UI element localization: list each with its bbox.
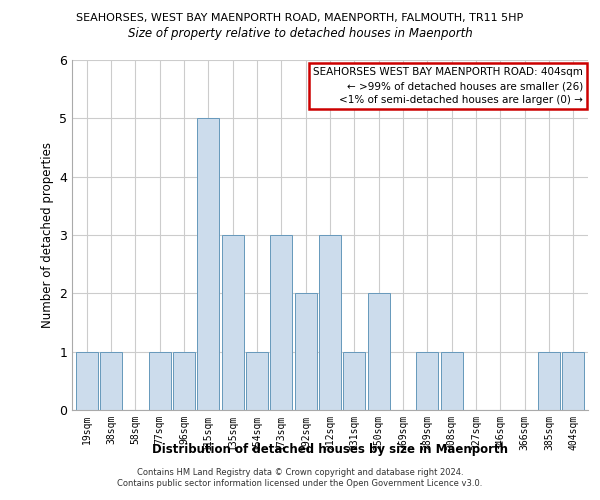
Bar [368, 294, 389, 410]
Bar [197, 118, 219, 410]
Text: Contains HM Land Registry data © Crown copyright and database right 2024.
Contai: Contains HM Land Registry data © Crown c… [118, 468, 482, 487]
Text: Distribution of detached houses by size in Maenporth: Distribution of detached houses by size … [152, 442, 508, 456]
Text: SEAHORSES, WEST BAY MAENPORTH ROAD, MAENPORTH, FALMOUTH, TR11 5HP: SEAHORSES, WEST BAY MAENPORTH ROAD, MAEN… [76, 12, 524, 22]
Bar [319, 235, 341, 410]
Y-axis label: Number of detached properties: Number of detached properties [41, 142, 53, 328]
Bar [100, 352, 122, 410]
Bar [173, 352, 195, 410]
Bar [76, 352, 98, 410]
Text: Size of property relative to detached houses in Maenporth: Size of property relative to detached ho… [128, 28, 472, 40]
Bar [343, 352, 365, 410]
Bar [246, 352, 268, 410]
Text: SEAHORSES WEST BAY MAENPORTH ROAD: 404sqm
← >99% of detached houses are smaller : SEAHORSES WEST BAY MAENPORTH ROAD: 404sq… [313, 67, 583, 105]
Bar [538, 352, 560, 410]
Bar [441, 352, 463, 410]
Bar [221, 235, 244, 410]
Bar [562, 352, 584, 410]
Bar [416, 352, 439, 410]
Bar [271, 235, 292, 410]
Bar [295, 294, 317, 410]
Bar [149, 352, 170, 410]
